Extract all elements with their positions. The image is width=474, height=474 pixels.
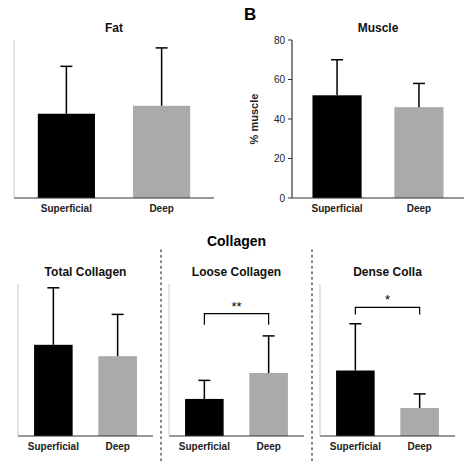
bar <box>38 114 95 198</box>
error-bar <box>349 324 361 371</box>
error-cap <box>198 380 210 382</box>
bar <box>133 106 190 198</box>
bar <box>98 356 137 436</box>
y-tick <box>288 198 292 199</box>
x-axis <box>18 435 153 436</box>
significance-label: * <box>385 292 390 307</box>
error-bar <box>47 288 59 345</box>
marks <box>185 336 288 436</box>
bar <box>394 107 443 198</box>
marks <box>34 288 137 436</box>
bar <box>400 408 439 436</box>
y-tick-label: 20 <box>274 153 286 164</box>
bar <box>185 399 224 436</box>
x-tick-label: Superficial <box>311 203 362 214</box>
title: Total Collagen <box>45 265 127 279</box>
panel-label: B <box>244 5 256 24</box>
error-stem <box>355 324 357 371</box>
panel: Superficial Deep Loose Collagen ** <box>169 265 304 452</box>
y-tick-label: 0 <box>279 193 285 204</box>
x-tick-label: Deep <box>105 441 129 452</box>
x-tick-label: Superficial <box>28 441 79 452</box>
error-stem <box>66 66 68 113</box>
x-axis <box>169 435 304 436</box>
error-cap <box>331 59 343 61</box>
x-tick-label: Deep <box>256 441 280 452</box>
y-axis <box>18 284 19 436</box>
x-axis <box>320 435 455 436</box>
title: Fat <box>105 21 123 35</box>
x-tick-label: Superficial <box>41 203 92 214</box>
title: Muscle <box>358 21 399 35</box>
error-cap <box>112 314 124 316</box>
x-tick-label: Deep <box>149 203 173 214</box>
y-tick-label: 40 <box>274 114 286 125</box>
error-stem <box>161 48 163 106</box>
significance-label: ** <box>231 299 241 314</box>
error-cap <box>414 393 426 395</box>
error-cap <box>60 66 72 68</box>
panel: Superficial Deep Fat <box>14 21 214 214</box>
error-stem <box>336 60 338 96</box>
significance-bracket <box>355 307 419 314</box>
y-tick <box>288 79 292 80</box>
x-tick-label: Superficial <box>330 441 381 452</box>
panel: Superficial Deep Dense Colla * <box>320 265 455 452</box>
group-header: Collagen <box>207 233 266 249</box>
y-axis <box>169 284 170 436</box>
error-cap <box>47 287 59 289</box>
y-axis <box>14 40 15 198</box>
error-stem <box>204 380 206 399</box>
error-bar <box>198 380 210 399</box>
divider <box>311 250 313 462</box>
y-axis <box>320 284 321 436</box>
marks <box>312 60 443 198</box>
figure: Superficial Deep Fat Superficial Deep 0 20 40 60… <box>0 0 474 474</box>
error-stem <box>419 394 421 408</box>
error-bar <box>263 336 275 373</box>
error-cap <box>156 47 168 49</box>
error-cap <box>349 323 361 325</box>
y-tick <box>288 40 292 41</box>
error-bar <box>60 66 72 113</box>
y-tick-label: 80 <box>274 35 286 46</box>
x-tick-label: Superficial <box>179 441 230 452</box>
marks <box>38 48 190 198</box>
error-stem <box>53 288 55 345</box>
y-axis-label: % muscle <box>248 94 260 145</box>
x-axis <box>14 197 214 198</box>
error-stem <box>117 314 119 356</box>
error-bar <box>413 83 425 107</box>
y-tick <box>288 119 292 120</box>
title: Dense Colla <box>353 265 422 279</box>
error-bar <box>112 314 124 356</box>
bar <box>34 345 73 436</box>
error-bar <box>156 48 168 106</box>
bar <box>336 371 375 436</box>
y-tick-label: 60 <box>274 74 286 85</box>
error-cap <box>263 335 275 337</box>
error-cap <box>413 83 425 85</box>
error-stem <box>268 336 270 373</box>
divider <box>160 250 162 462</box>
y-tick <box>288 158 292 159</box>
significance-bracket <box>204 314 268 325</box>
x-axis <box>292 197 464 198</box>
panel: Superficial Deep 0 20 40 60 80 % muscle Muscle B <box>244 5 464 214</box>
error-stem <box>418 83 420 107</box>
x-tick-label: Deep <box>407 203 431 214</box>
error-bar <box>331 60 343 96</box>
x-tick-label: Deep <box>407 441 431 452</box>
error-bar <box>414 394 426 408</box>
title: Loose Collagen <box>192 265 281 279</box>
bar <box>249 373 288 436</box>
marks <box>336 324 439 436</box>
bar <box>312 95 361 198</box>
